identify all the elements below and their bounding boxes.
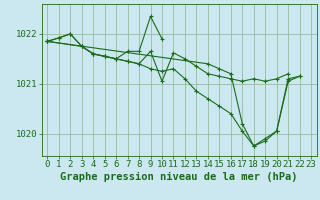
X-axis label: Graphe pression niveau de la mer (hPa): Graphe pression niveau de la mer (hPa) [60, 172, 298, 182]
